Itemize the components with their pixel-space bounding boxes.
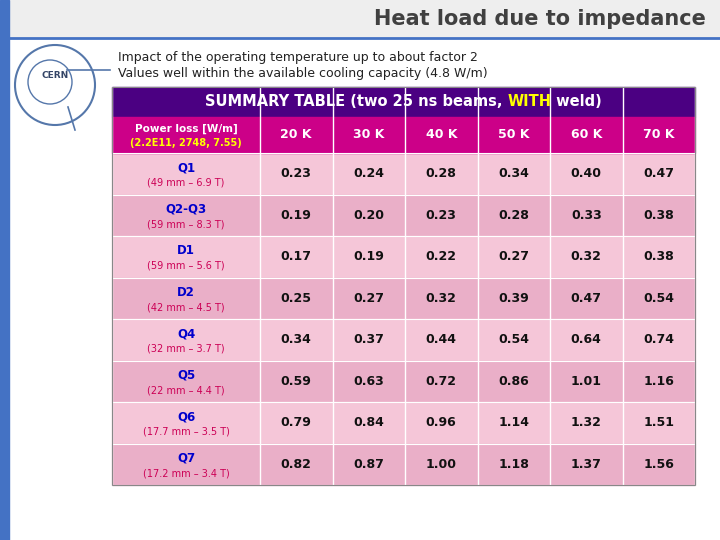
Text: 0.23: 0.23 (426, 209, 456, 222)
Text: 1.01: 1.01 (571, 375, 602, 388)
Text: 0.47: 0.47 (571, 292, 602, 305)
Bar (112, 443, 695, 485)
Text: (59 mm – 5.6 T): (59 mm – 5.6 T) (147, 261, 225, 271)
Text: 1.14: 1.14 (498, 416, 529, 429)
Text: 0.59: 0.59 (281, 375, 312, 388)
Text: Power loss [W/m]: Power loss [W/m] (135, 123, 238, 134)
Bar (112, 87, 695, 117)
Text: 0.54: 0.54 (643, 292, 674, 305)
Text: 0.86: 0.86 (498, 375, 529, 388)
Text: 70 K: 70 K (643, 129, 675, 141)
Text: 0.37: 0.37 (354, 333, 384, 346)
Text: 1.18: 1.18 (498, 458, 529, 471)
Text: 0.27: 0.27 (498, 250, 529, 263)
Text: 0.20: 0.20 (354, 209, 384, 222)
Text: Values well within the available cooling capacity (4.8 W/m): Values well within the available cooling… (118, 66, 487, 79)
Text: WITH: WITH (0, 539, 1, 540)
Text: (32 mm – 3.7 T): (32 mm – 3.7 T) (147, 344, 225, 354)
Text: WITH: WITH (508, 94, 552, 110)
Text: 0.87: 0.87 (354, 458, 384, 471)
Text: 30 K: 30 K (353, 129, 384, 141)
Text: SUMMARY TABLE (two 25 ns beams,: SUMMARY TABLE (two 25 ns beams, (204, 94, 508, 110)
Text: 0.38: 0.38 (644, 250, 674, 263)
Text: 0.96: 0.96 (426, 416, 456, 429)
Text: 0.24: 0.24 (354, 167, 384, 180)
Bar (112, 117, 695, 153)
Text: 0.34: 0.34 (498, 167, 529, 180)
Text: 0.17: 0.17 (281, 250, 312, 263)
Text: Q4: Q4 (177, 327, 195, 340)
Text: 0.40: 0.40 (571, 167, 602, 180)
Text: 1.00: 1.00 (426, 458, 456, 471)
Text: 1.56: 1.56 (643, 458, 674, 471)
Text: D1: D1 (177, 244, 195, 257)
Text: 0.22: 0.22 (426, 250, 456, 263)
Text: 60 K: 60 K (570, 129, 602, 141)
Text: 0.32: 0.32 (426, 292, 456, 305)
Text: 1.37: 1.37 (571, 458, 602, 471)
Text: (49 mm – 6.9 T): (49 mm – 6.9 T) (148, 178, 225, 188)
Text: 40 K: 40 K (426, 129, 457, 141)
Text: weld): weld) (552, 94, 602, 110)
Text: 0.64: 0.64 (571, 333, 602, 346)
Text: 0.33: 0.33 (571, 209, 602, 222)
Circle shape (28, 60, 72, 104)
Text: weld): weld) (0, 539, 1, 540)
Bar (9, 0, 720, 37)
Text: SUMMARY TABLE (two 25 ns beams,: SUMMARY TABLE (two 25 ns beams, (0, 539, 1, 540)
Text: 1.16: 1.16 (643, 375, 674, 388)
Text: 0.25: 0.25 (281, 292, 312, 305)
Text: SUMMARY TABLE (two 25 ns beams, WITH weld): SUMMARY TABLE (two 25 ns beams, WITH wel… (0, 539, 1, 540)
Text: (2.2E11, 2748, 7.55): (2.2E11, 2748, 7.55) (130, 138, 242, 148)
Text: 0.34: 0.34 (281, 333, 312, 346)
Text: 0.38: 0.38 (644, 209, 674, 222)
Text: (17.2 mm – 3.4 T): (17.2 mm – 3.4 T) (143, 468, 230, 478)
Text: 0.27: 0.27 (354, 292, 384, 305)
Text: 0.19: 0.19 (281, 209, 312, 222)
Bar (112, 153, 695, 194)
Text: 20 K: 20 K (281, 129, 312, 141)
Bar (112, 87, 695, 485)
Text: 0.23: 0.23 (281, 167, 312, 180)
Text: 50 K: 50 K (498, 129, 529, 141)
Text: Heat load due to impedance: Heat load due to impedance (374, 9, 706, 29)
Text: Q5: Q5 (177, 368, 195, 382)
Text: 0.82: 0.82 (281, 458, 312, 471)
Text: 0.28: 0.28 (498, 209, 529, 222)
Text: Q2-Q3: Q2-Q3 (166, 202, 207, 215)
Text: 0.39: 0.39 (498, 292, 529, 305)
Text: 0.72: 0.72 (426, 375, 456, 388)
Text: 0.74: 0.74 (643, 333, 674, 346)
Text: D2: D2 (177, 286, 195, 299)
Text: 0.19: 0.19 (354, 250, 384, 263)
Text: 1.32: 1.32 (571, 416, 602, 429)
Bar (112, 278, 695, 319)
Bar (0, 0, 9, 540)
Text: CERN: CERN (41, 71, 68, 79)
Text: (42 mm – 4.5 T): (42 mm – 4.5 T) (147, 302, 225, 312)
Bar (112, 319, 695, 361)
Bar (112, 402, 695, 443)
Text: 0.84: 0.84 (354, 416, 384, 429)
Text: 0.54: 0.54 (498, 333, 529, 346)
Text: 0.28: 0.28 (426, 167, 456, 180)
Text: 0.47: 0.47 (643, 167, 674, 180)
Text: 0.79: 0.79 (281, 416, 312, 429)
Text: 0.44: 0.44 (426, 333, 456, 346)
Text: 0.63: 0.63 (354, 375, 384, 388)
Bar (112, 236, 695, 278)
Text: Q6: Q6 (177, 410, 195, 423)
Text: (22 mm – 4.4 T): (22 mm – 4.4 T) (147, 386, 225, 395)
Text: (59 mm – 8.3 T): (59 mm – 8.3 T) (148, 219, 225, 230)
Bar (112, 194, 695, 236)
Circle shape (15, 45, 95, 125)
Text: 1.51: 1.51 (643, 416, 674, 429)
Text: Impact of the operating temperature up to about factor 2: Impact of the operating temperature up t… (118, 51, 478, 64)
Text: Q1: Q1 (177, 161, 195, 174)
Bar (112, 361, 695, 402)
Text: (17.7 mm – 3.5 T): (17.7 mm – 3.5 T) (143, 427, 230, 437)
Text: Q7: Q7 (177, 451, 195, 464)
Text: 0.32: 0.32 (571, 250, 602, 263)
